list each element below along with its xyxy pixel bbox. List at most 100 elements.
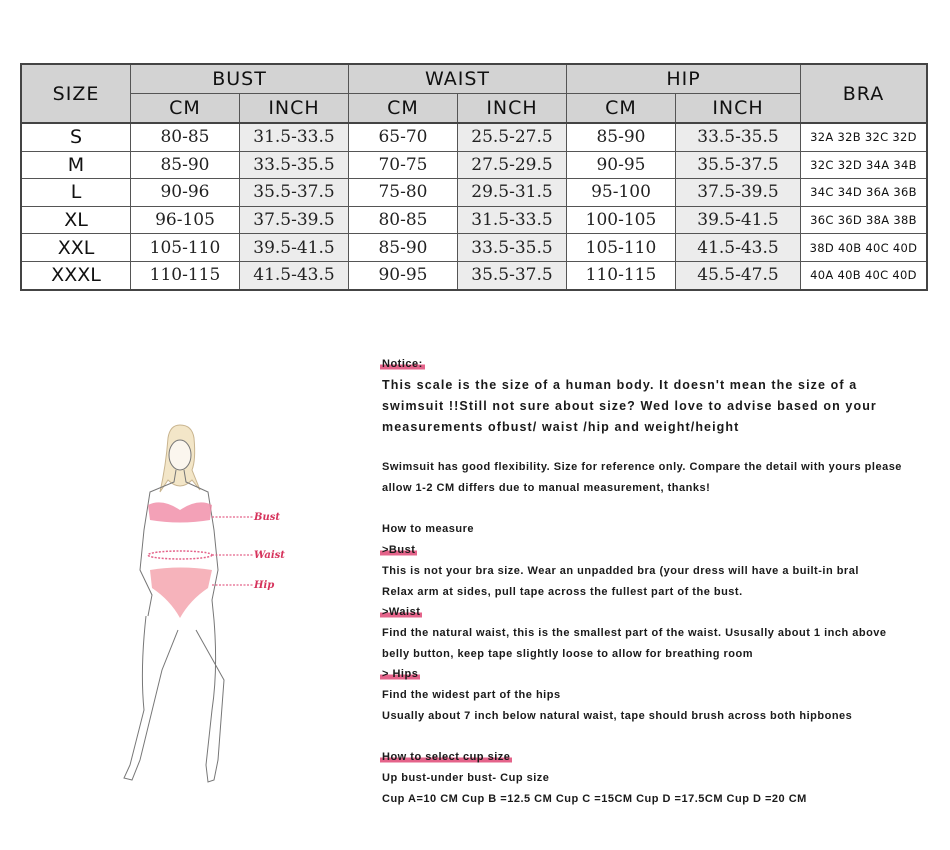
cm-cell: 110-115 bbox=[566, 260, 676, 291]
hips-title: > Hips bbox=[380, 668, 421, 680]
notice-title-text: Notice: bbox=[380, 358, 425, 370]
bra-cell: 36C 36D 38A 38B bbox=[800, 205, 928, 235]
bust-title: >Bust bbox=[380, 544, 418, 556]
table-row: L 90-96 35.5-37.5 75-80 29.5-31.5 95-100 37.5-… bbox=[20, 178, 928, 207]
notice-line: swimsuit !!Still not sure about size? We… bbox=[382, 399, 877, 413]
bust-line: Relax arm at sides, pull tape across the… bbox=[382, 586, 743, 598]
inch-cell: 41.5-43.5 bbox=[675, 233, 801, 262]
flex-line-text: Swimsuit has good flexibility. Size for … bbox=[382, 461, 902, 473]
inch-cell: 25.5-27.5 bbox=[457, 122, 567, 152]
bra-shape bbox=[148, 502, 212, 523]
cm-cell: 100-105 bbox=[566, 205, 676, 235]
bust-title-text: >Bust bbox=[380, 544, 418, 556]
inch-cell: 35.5-37.5 bbox=[675, 150, 801, 180]
hips-line: Find the widest part of the hips bbox=[382, 689, 561, 701]
notice-line-text: swimsuit !!Still not sure about size? We… bbox=[382, 399, 877, 413]
inch-cell: 35.5-37.5 bbox=[239, 178, 349, 207]
size-cell: S bbox=[20, 122, 131, 152]
cm-cell: 80-85 bbox=[348, 205, 458, 235]
cm-cell: 90-96 bbox=[130, 178, 240, 207]
cm-cell: 65-70 bbox=[348, 122, 458, 152]
inch-cell: 29.5-31.5 bbox=[457, 178, 567, 207]
unit-header: INCH bbox=[239, 93, 349, 124]
inch-cell: 45.5-47.5 bbox=[675, 260, 801, 291]
inch-cell: 39.5-41.5 bbox=[239, 233, 349, 262]
bust-header: BUST bbox=[130, 63, 349, 94]
cm-cell: 105-110 bbox=[566, 233, 676, 262]
cup-title-text: How to select cup size bbox=[380, 751, 513, 763]
cup-line-text: Cup A=10 CM Cup B =12.5 CM Cup C =15CM C… bbox=[382, 793, 807, 805]
hip-label: Hip bbox=[253, 580, 274, 591]
notice-line: measurements ofbust/ waist /hip and weig… bbox=[382, 420, 739, 434]
cm-cell: 75-80 bbox=[348, 178, 458, 207]
cup-title: How to select cup size bbox=[380, 751, 513, 763]
unit-header: CM bbox=[130, 93, 240, 124]
cm-cell: 80-85 bbox=[130, 122, 240, 152]
unit-header: CM bbox=[348, 93, 458, 124]
size-cell: XXXL bbox=[20, 260, 131, 291]
waist-line: Find the natural waist, this is the smal… bbox=[382, 627, 887, 639]
cm-cell: 96-105 bbox=[130, 205, 240, 235]
flex-line-text: allow 1-2 CM differs due to manual measu… bbox=[382, 482, 711, 494]
bust-line: This is not your bra size. Wear an unpad… bbox=[382, 565, 859, 577]
hips-line-text: Find the widest part of the hips bbox=[382, 689, 561, 701]
bra-cell: 40A 40B 40C 40D bbox=[800, 260, 928, 291]
size-cell: L bbox=[20, 178, 131, 207]
inch-cell: 37.5-39.5 bbox=[675, 178, 801, 207]
inch-cell: 31.5-33.5 bbox=[239, 122, 349, 152]
how-to-measure-title-text: How to measure bbox=[382, 523, 474, 535]
cm-cell: 85-90 bbox=[566, 122, 676, 152]
table-row: XXL 105-110 39.5-41.5 85-90 33.5-35.5 105-110… bbox=[20, 233, 928, 262]
cm-cell: 95-100 bbox=[566, 178, 676, 207]
inch-cell: 41.5-43.5 bbox=[239, 260, 349, 291]
cm-cell: 85-90 bbox=[130, 150, 240, 180]
unit-header: INCH bbox=[457, 93, 567, 124]
cm-cell: 70-75 bbox=[348, 150, 458, 180]
notice-title: Notice: bbox=[380, 358, 425, 370]
inch-cell: 33.5-35.5 bbox=[675, 122, 801, 152]
cm-cell: 85-90 bbox=[348, 233, 458, 262]
hips-title-text: > Hips bbox=[380, 668, 421, 680]
bra-cell: 32C 32D 34A 34B bbox=[800, 150, 928, 180]
notice-line-text: This scale is the size of a human body. … bbox=[382, 378, 858, 392]
bra-cell: 34C 34D 36A 36B bbox=[800, 178, 928, 207]
inch-cell: 39.5-41.5 bbox=[675, 205, 801, 235]
waist-title: >Waist bbox=[380, 606, 423, 618]
inch-cell: 31.5-33.5 bbox=[457, 205, 567, 235]
waist-title-text: >Waist bbox=[380, 606, 423, 618]
bust-line-text: This is not your bra size. Wear an unpad… bbox=[382, 565, 859, 577]
cup-line: Cup A=10 CM Cup B =12.5 CM Cup C =15CM C… bbox=[382, 793, 807, 805]
waist-line-text: Find the natural waist, this is the smal… bbox=[382, 627, 887, 639]
waist-line: belly button, keep tape slightly loose t… bbox=[382, 648, 753, 660]
waist-line-text: belly button, keep tape slightly loose t… bbox=[382, 648, 753, 660]
size-header: SIZE bbox=[20, 63, 131, 124]
size-chart-table: SIZE BUST WAIST HIP BRA CM INCH CM INCH … bbox=[20, 63, 928, 291]
size-cell: M bbox=[20, 150, 131, 180]
cm-cell: 90-95 bbox=[348, 260, 458, 291]
waist-header: WAIST bbox=[348, 63, 567, 94]
bra-cell: 32A 32B 32C 32D bbox=[800, 122, 928, 152]
inch-cell: 27.5-29.5 bbox=[457, 150, 567, 180]
inch-cell: 37.5-39.5 bbox=[239, 205, 349, 235]
table-row: M 85-90 33.5-35.5 70-75 27.5-29.5 90-95 35.5-3… bbox=[20, 150, 928, 180]
hip-header: HIP bbox=[566, 63, 801, 94]
table-row: XXXL 110-115 41.5-43.5 90-95 35.5-37.5 110-11… bbox=[20, 260, 928, 291]
size-cell: XL bbox=[20, 205, 131, 235]
body-measurement-figure: Bust Waist Hip bbox=[123, 424, 285, 783]
brief-shape bbox=[150, 567, 212, 618]
waist-label: Waist bbox=[254, 550, 285, 561]
unit-header: CM bbox=[566, 93, 676, 124]
cup-line-text: Up bust-under bust- Cup size bbox=[382, 772, 550, 784]
how-to-measure-title: How to measure bbox=[382, 523, 474, 535]
bra-cell: 38D 40B 40C 40D bbox=[800, 233, 928, 262]
cm-cell: 105-110 bbox=[130, 233, 240, 262]
bust-line-text: Relax arm at sides, pull tape across the… bbox=[382, 585, 743, 598]
inch-cell: 35.5-37.5 bbox=[457, 260, 567, 291]
hips-line: Usually about 7 inch below natural waist… bbox=[382, 710, 852, 722]
cm-cell: 110-115 bbox=[130, 260, 240, 291]
bra-header: BRA bbox=[800, 63, 928, 124]
table-row: S 80-85 31.5-33.5 65-70 25.5-27.5 85-90 33.5-3… bbox=[20, 122, 928, 152]
table-row: XL 96-105 37.5-39.5 80-85 31.5-33.5 100-105 39… bbox=[20, 205, 928, 235]
cm-cell: 90-95 bbox=[566, 150, 676, 180]
size-cell: XXL bbox=[20, 233, 131, 262]
